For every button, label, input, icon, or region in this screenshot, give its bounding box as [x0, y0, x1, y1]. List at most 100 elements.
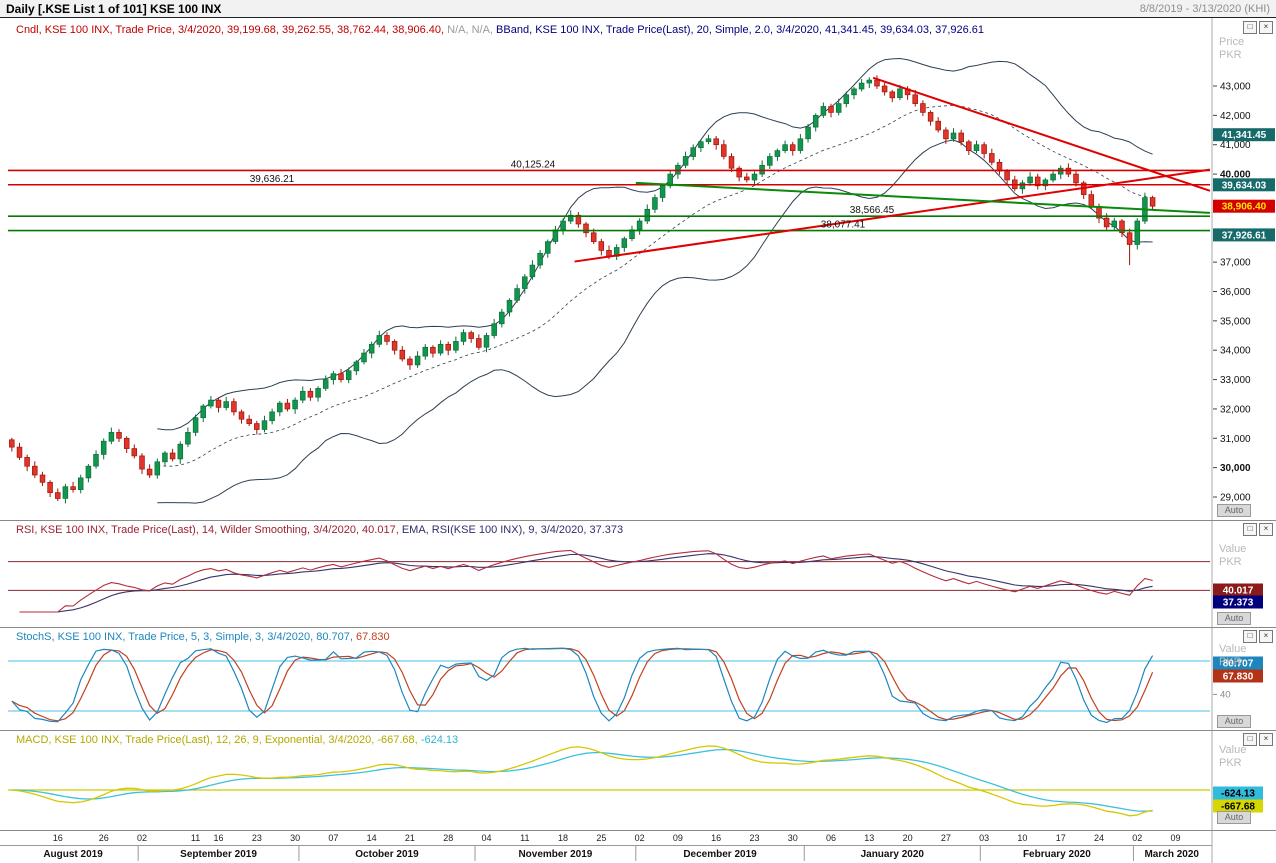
svg-text:02: 02 — [1132, 833, 1142, 843]
svg-text:28: 28 — [443, 833, 453, 843]
close-icon[interactable]: × — [1259, 523, 1273, 536]
restore-icon[interactable]: □ — [1243, 21, 1257, 34]
rsi-legend: RSI, KSE 100 INX, Trade Price(Last), 14,… — [16, 524, 623, 536]
close-icon[interactable]: × — [1259, 21, 1273, 34]
legend-macd-signal-value[interactable]: -624.13 — [417, 734, 459, 746]
svg-text:43,000: 43,000 — [1220, 82, 1251, 93]
stoch-axis-title: Value PKR — [1219, 643, 1246, 669]
svg-text:26: 26 — [99, 833, 109, 843]
axis-title-price: Price — [1219, 36, 1245, 48]
legend-rsi-ema-series[interactable]: EMA, RSI(KSE 100 INX), 9, 3/4/2020, 37.3… — [398, 524, 624, 536]
svg-text:10: 10 — [1017, 833, 1027, 843]
macd-axis-title: Value PKR — [1219, 744, 1246, 770]
axis-unit-pkr: PKR — [1219, 656, 1242, 668]
panel-divider — [0, 830, 1276, 831]
svg-text:December 2019: December 2019 — [683, 849, 757, 860]
panel-divider — [0, 520, 1276, 521]
svg-text:02: 02 — [137, 833, 147, 843]
svg-text:30,000: 30,000 — [1220, 463, 1251, 474]
svg-text:16: 16 — [711, 833, 721, 843]
legend-macd-series[interactable]: MACD, KSE 100 INX, Trade Price(Last), 12… — [16, 734, 418, 746]
legend-rsi-series[interactable]: RSI, KSE 100 INX, Trade Price(Last), 14,… — [16, 524, 399, 536]
macd-lines — [11, 745, 1153, 817]
axis-title-value: Value — [1219, 744, 1247, 756]
price-axis-boxes: 41,341.45 39,634.03 38,906.40 37,926.61 — [1213, 128, 1275, 241]
rsi-auto-scale-button[interactable]: Auto — [1217, 612, 1251, 625]
svg-text:24: 24 — [1094, 833, 1104, 843]
date-tick-labels: 16 26 02 11 16 23 30 07 14 21 28 04 11 18 25 02 09 16 23 30… — [53, 833, 1181, 843]
svg-text:23: 23 — [252, 833, 262, 843]
rsi-lines — [19, 549, 1153, 613]
svg-text:39,636.21: 39,636.21 — [250, 174, 295, 185]
svg-text:03: 03 — [979, 833, 989, 843]
svg-text:36,000: 36,000 — [1220, 287, 1251, 298]
svg-text:29,000: 29,000 — [1220, 493, 1251, 504]
svg-text:67.830: 67.830 — [1223, 672, 1254, 683]
svg-text:23: 23 — [749, 833, 759, 843]
month-labels: August 2019 September 2019 October 2019 Nov… — [0, 830, 1213, 863]
stoch-auto-scale-button[interactable]: Auto — [1217, 715, 1251, 728]
legend-candle-series[interactable]: Cndl, KSE 100 INX, Trade Price, 3/4/2020… — [16, 24, 445, 36]
date-range-label: 8/8/2019 - 3/13/2020 (KHI) — [1139, 3, 1270, 15]
stoch-reference-lines — [8, 660, 1210, 712]
svg-text:11: 11 — [520, 833, 529, 843]
svg-text:November 2019: November 2019 — [518, 849, 592, 860]
price-axis: 43,000 42,000 41,000 40.000 37,000 36,000 35,0… — [1211, 18, 1251, 520]
macd-window-controls: □ × — [1243, 733, 1273, 746]
close-icon[interactable]: × — [1259, 733, 1273, 746]
panel-divider — [0, 730, 1276, 731]
level-lines — [8, 169, 1210, 232]
svg-text:20: 20 — [903, 833, 913, 843]
main-axis-title: Price PKR — [1219, 36, 1244, 62]
time-axis-canvas[interactable]: 16 26 02 11 16 23 30 07 14 21 28 04 11 18 25 02 09 16 23 30… — [0, 830, 1276, 863]
stoch-window-controls: □ × — [1243, 630, 1273, 643]
macd-legend: MACD, KSE 100 INX, Trade Price(Last), 12… — [16, 734, 458, 746]
macd-auto-scale-button[interactable]: Auto — [1217, 811, 1251, 824]
legend-stoch-d-value[interactable]: 67.830 — [352, 631, 390, 643]
restore-icon[interactable]: □ — [1243, 523, 1257, 536]
axis-title-value: Value — [1219, 543, 1247, 555]
svg-text:-667.68: -667.68 — [1221, 802, 1255, 813]
svg-text:February 2020: February 2020 — [1023, 849, 1091, 860]
legend-bband-series[interactable]: BBand, KSE 100 INX, Trade Price(Last), 2… — [493, 24, 985, 36]
legend-stoch-k-series[interactable]: StochS, KSE 100 INX, Trade Price, 5, 3, … — [16, 631, 353, 643]
bollinger-bands — [157, 57, 1153, 504]
svg-text:October 2019: October 2019 — [355, 849, 419, 860]
svg-text:11: 11 — [191, 833, 200, 843]
stoch-legend: StochS, KSE 100 INX, Trade Price, 5, 3, … — [16, 631, 390, 643]
stoch-lines — [11, 647, 1154, 724]
svg-text:37.373: 37.373 — [1223, 598, 1254, 609]
svg-text:30: 30 — [290, 833, 300, 843]
svg-text:33,000: 33,000 — [1220, 375, 1251, 386]
stoch-chart-canvas[interactable]: 40 80.707 67.830 — [0, 627, 1276, 730]
candles-layer — [9, 75, 1156, 504]
svg-text:39,634.03: 39,634.03 — [1222, 180, 1267, 191]
macd-axis: -624.13 -667.68 — [1211, 730, 1263, 830]
svg-text:34,000: 34,000 — [1220, 346, 1251, 357]
svg-text:13: 13 — [864, 833, 874, 843]
close-icon[interactable]: × — [1259, 630, 1273, 643]
main-auto-scale-button[interactable]: Auto — [1217, 504, 1251, 517]
svg-text:27: 27 — [941, 833, 951, 843]
time-axis-panel: 16 26 02 11 16 23 30 07 14 21 28 04 11 18 25 02 09 16 23 30… — [0, 830, 1276, 863]
level-labels: 40,125.24 39,636.21 38,566.45 38,077.41 — [250, 159, 895, 230]
restore-icon[interactable]: □ — [1243, 733, 1257, 746]
svg-text:16: 16 — [53, 833, 63, 843]
trendlines — [574, 76, 1211, 263]
axis-unit-pkr: PKR — [1219, 49, 1242, 61]
stochastics-panel: 40 80.707 67.830 StochS, KSE 100 INX, Trad… — [0, 627, 1276, 730]
main-chart-canvas[interactable]: 40,125.24 39,636.21 38,566.45 38,077.41 43,0… — [0, 18, 1276, 520]
svg-text:80.707: 80.707 — [1223, 659, 1254, 670]
svg-text:40: 40 — [1220, 689, 1231, 700]
svg-text:41,000: 41,000 — [1220, 140, 1251, 151]
svg-text:38,077.41: 38,077.41 — [821, 220, 866, 231]
rsi-window-controls: □ × — [1243, 523, 1273, 536]
macd-chart-canvas[interactable]: -624.13 -667.68 — [0, 730, 1276, 830]
restore-icon[interactable]: □ — [1243, 630, 1257, 643]
stoch-axis: 40 80.707 67.830 — [1211, 627, 1263, 730]
svg-text:January 2020: January 2020 — [861, 849, 925, 860]
svg-text:August 2019: August 2019 — [43, 849, 103, 860]
svg-text:17: 17 — [1056, 833, 1066, 843]
